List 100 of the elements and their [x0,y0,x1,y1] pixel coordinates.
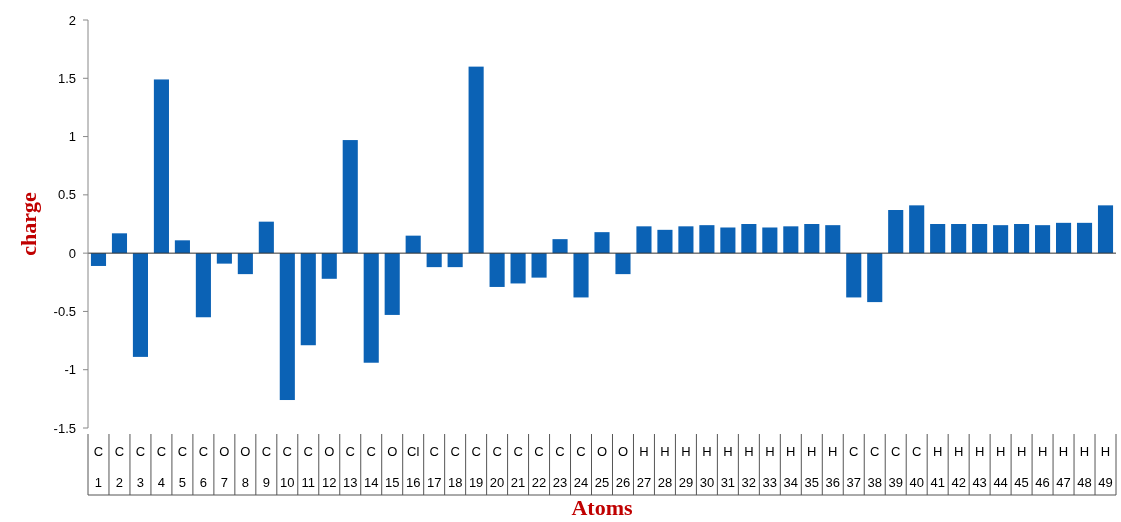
category-label: H 47 [1056,443,1071,490]
y-axis-title: charge [16,192,41,256]
category-label: O 8 [240,443,251,490]
y-tick-label: 0 [68,245,76,261]
y-tick-label: 0.5 [57,187,76,203]
bar [237,253,253,275]
x-axis-title: Atoms [571,495,633,520]
category-label: H 46 [1035,443,1050,490]
category-label: O 25 [594,443,610,490]
category-label: C 14 [363,443,379,490]
category-label: H 29 [678,443,694,490]
y-tick-label: 1 [68,129,76,145]
category-label: C 5 [177,443,188,490]
category-label: H 44 [993,443,1008,490]
bar [342,140,358,254]
category-label: O 26 [615,443,631,490]
category-label: H 30 [699,443,715,490]
category-label: C 20 [489,443,505,490]
bar [636,226,652,254]
category-label: C 21 [510,443,526,490]
category-label: C 24 [573,443,589,490]
category-label: C 2 [114,443,125,490]
bar [531,253,547,278]
category-label: C 1 [93,443,104,490]
y-tick-label: -1.5 [53,420,76,436]
category-label: C 23 [552,443,568,490]
bar [615,253,631,275]
category-label: H 33 [762,443,778,490]
category-label: H 49 [1098,443,1113,490]
bar [90,253,107,266]
category-label: C 22 [531,443,547,490]
bar [678,226,694,254]
bar [594,232,610,254]
category-label: H 41 [930,443,945,490]
bar [951,224,967,254]
bar [384,253,400,315]
category-label: O 12 [322,443,337,490]
bar [300,253,316,346]
bar [426,253,442,268]
category-label: H 31 [720,443,736,490]
category-label: C 39 [888,443,903,490]
y-tick-label: 2 [68,12,76,28]
category-label: C 17 [426,443,442,490]
category-label: H 28 [657,443,673,490]
bar [888,210,904,254]
bar [363,253,379,363]
bar [1076,222,1093,254]
bar [825,225,841,254]
bar [741,224,757,254]
bar [111,233,128,254]
bar [447,253,463,268]
bar [552,239,568,254]
category-label: C 37 [846,443,861,490]
category-label: C 19 [468,443,484,490]
bar [657,229,673,254]
category-label: C 10 [280,443,295,490]
category-label: H 42 [951,443,966,490]
bar [783,226,799,254]
category-label: H 34 [783,443,799,490]
bar [132,253,148,357]
category-label: H 36 [825,443,841,490]
bar [510,253,526,284]
bar [1056,222,1072,254]
category-label: C 40 [909,443,924,490]
bar [720,227,736,254]
category-label: O 15 [384,443,400,490]
category-label: C 4 [156,443,167,490]
bar [489,253,505,287]
bar [846,253,862,298]
bar [1014,224,1030,254]
y-tick-label: -0.5 [53,303,76,319]
bar [867,253,883,303]
category-label: H 48 [1077,443,1092,490]
bar [174,240,190,254]
category-label: H 45 [1014,443,1029,490]
category-label: C 3 [135,443,146,490]
bar [216,253,232,264]
category-label: H 32 [741,443,757,490]
category-label: C 38 [867,443,882,490]
bar [153,79,169,254]
bar [573,253,589,298]
bar [699,225,715,254]
bar [804,224,820,254]
bar [1097,205,1114,254]
bar [468,66,484,254]
category-label: C 11 [301,443,316,490]
bar [321,253,337,279]
category-label: Cl 16 [405,443,421,490]
category-label: H 27 [636,443,652,490]
category-label: O 7 [219,443,230,490]
bar [195,253,211,318]
y-tick-label: 1.5 [57,70,76,86]
bar [405,235,421,254]
bar [762,227,778,254]
category-label: C 13 [343,443,358,490]
bar [930,224,946,254]
bar [1035,225,1051,254]
category-label: H 43 [972,443,987,490]
bar [909,205,925,254]
category-label: C 9 [261,443,272,490]
